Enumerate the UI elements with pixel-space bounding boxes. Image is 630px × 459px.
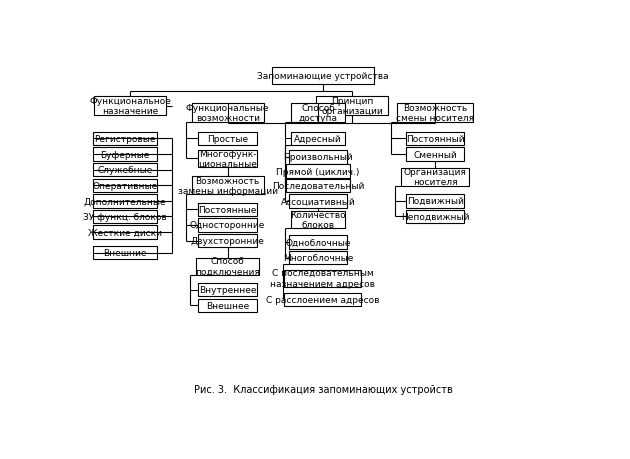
FancyBboxPatch shape [93,226,157,239]
FancyBboxPatch shape [192,104,264,123]
FancyBboxPatch shape [196,258,260,275]
FancyBboxPatch shape [401,168,469,186]
FancyBboxPatch shape [406,195,464,208]
Text: Способ
подключения: Способ подключения [195,257,260,276]
Text: Жесткие диски: Жесткие диски [88,228,162,237]
Text: Оперативные: Оперативные [93,181,158,190]
Text: С последовательным
назначением адресов: С последовательным назначением адресов [270,269,375,288]
FancyBboxPatch shape [406,133,464,146]
Text: Возможность
замены информации: Возможность замены информации [178,176,278,196]
FancyBboxPatch shape [93,246,157,260]
FancyBboxPatch shape [284,270,362,287]
FancyBboxPatch shape [406,210,464,224]
FancyBboxPatch shape [272,68,374,85]
FancyBboxPatch shape [93,179,157,193]
FancyBboxPatch shape [316,97,388,116]
Text: ЗУ функц. блоков: ЗУ функц. блоков [83,213,167,221]
FancyBboxPatch shape [192,177,264,195]
Text: Постоянные: Постоянные [198,205,257,214]
Text: Ассоциативный: Ассоциативный [280,197,355,206]
FancyBboxPatch shape [198,283,257,297]
FancyBboxPatch shape [406,148,464,162]
FancyBboxPatch shape [93,163,157,177]
FancyBboxPatch shape [286,165,350,179]
Text: Подвижный: Подвижный [407,197,464,206]
FancyBboxPatch shape [291,104,345,123]
FancyBboxPatch shape [289,151,347,164]
FancyBboxPatch shape [289,195,347,208]
Text: Принцип
организации: Принцип организации [321,97,383,116]
Text: Регистровые: Регистровые [94,134,156,144]
Text: Последовательный: Последовательный [272,181,364,190]
Text: Односторонние: Односторонние [190,221,265,230]
FancyBboxPatch shape [198,299,257,313]
FancyBboxPatch shape [93,195,157,208]
Text: Постоянный: Постоянный [406,134,464,144]
Text: Неподвижный: Неподвижный [401,213,469,221]
FancyBboxPatch shape [398,104,473,123]
FancyBboxPatch shape [291,211,345,228]
Text: Служебные: Служебные [98,166,153,175]
Text: Организация
носителя: Организация носителя [404,168,467,187]
Text: Рис. 3.  Классификация запоминающих устройств: Рис. 3. Классификация запоминающих устро… [193,384,452,394]
FancyBboxPatch shape [94,97,166,116]
FancyBboxPatch shape [286,179,350,193]
Text: Способ
доступа: Способ доступа [299,104,338,123]
FancyBboxPatch shape [198,151,257,168]
FancyBboxPatch shape [93,133,157,146]
Text: Запоминающие устройства: Запоминающие устройства [257,72,389,81]
Text: Внешнее: Внешнее [206,301,249,310]
Text: Двухсторонние: Двухсторонние [191,236,265,246]
Text: Прямой (циклич.): Прямой (циклич.) [277,167,360,176]
Text: Внешние: Внешние [103,248,147,257]
FancyBboxPatch shape [93,148,157,162]
Text: Буферные: Буферные [100,150,150,159]
FancyBboxPatch shape [289,251,347,265]
Text: Простые: Простые [207,134,248,144]
Text: Функциональное
назначение: Функциональное назначение [89,97,171,116]
FancyBboxPatch shape [198,219,257,232]
FancyBboxPatch shape [289,235,347,249]
FancyBboxPatch shape [291,133,345,146]
FancyBboxPatch shape [284,293,362,306]
FancyBboxPatch shape [198,133,257,146]
Text: С расслоением адресов: С расслоением адресов [266,295,380,304]
Text: Сменный: Сменный [413,150,457,159]
FancyBboxPatch shape [198,234,257,248]
Text: Многоблочные: Многоблочные [283,253,353,263]
Text: Дополнительные: Дополнительные [84,197,166,206]
Text: Одноблочные: Одноблочные [285,238,351,247]
Text: Функциональные
возможности: Функциональные возможности [186,104,270,123]
Text: Адресный: Адресный [294,134,342,144]
Text: Возможность
смены носителя: Возможность смены носителя [396,104,474,123]
Text: Количество
блоков: Количество блоков [290,210,346,230]
FancyBboxPatch shape [198,203,257,217]
FancyBboxPatch shape [93,210,157,224]
Text: Многофунк-
циональные: Многофунк- циональные [198,149,257,168]
Text: Внутреннее: Внутреннее [199,285,256,295]
Text: Произвольный: Произвольный [283,153,353,162]
